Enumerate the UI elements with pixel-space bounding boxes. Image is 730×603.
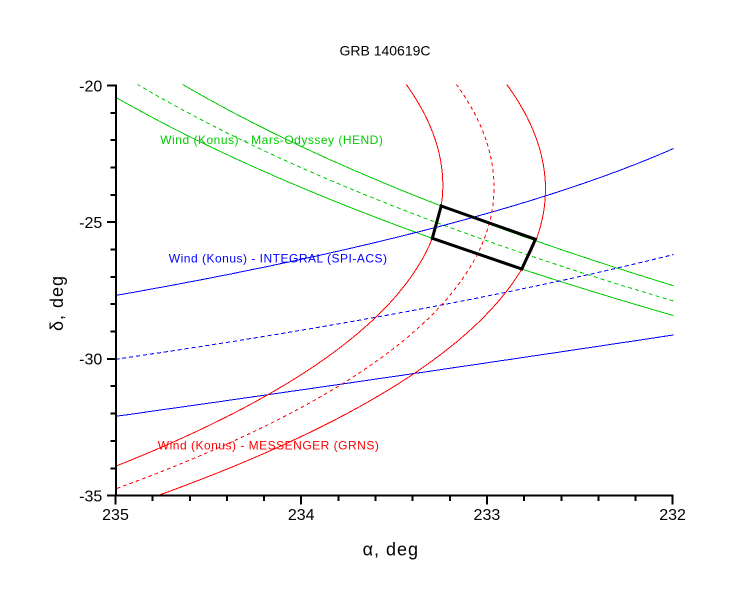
svg-text:-35: -35 — [79, 488, 102, 505]
svg-text:Wind (Konus) - Mars-Odyssey (H: Wind (Konus) - Mars-Odyssey (HEND) — [160, 133, 383, 147]
svg-text:235: 235 — [102, 507, 129, 524]
svg-text:GRB 140619C: GRB 140619C — [339, 42, 430, 58]
svg-text:-25: -25 — [79, 215, 102, 232]
svg-text:Wind (Konus) - INTEGRAL (SPI-A: Wind (Konus) - INTEGRAL (SPI-ACS) — [169, 251, 388, 265]
svg-text:-20: -20 — [79, 78, 102, 95]
svg-text:α, deg: α, deg — [363, 539, 419, 559]
svg-text:234: 234 — [288, 507, 315, 524]
svg-text:233: 233 — [474, 507, 501, 524]
svg-text:232: 232 — [659, 507, 686, 524]
svg-text:-30: -30 — [79, 352, 102, 369]
svg-text:δ, deg: δ, deg — [47, 275, 67, 331]
svg-text:Wind (Konus) - MESSENGER (GRNS: Wind (Konus) - MESSENGER (GRNS) — [158, 438, 380, 452]
